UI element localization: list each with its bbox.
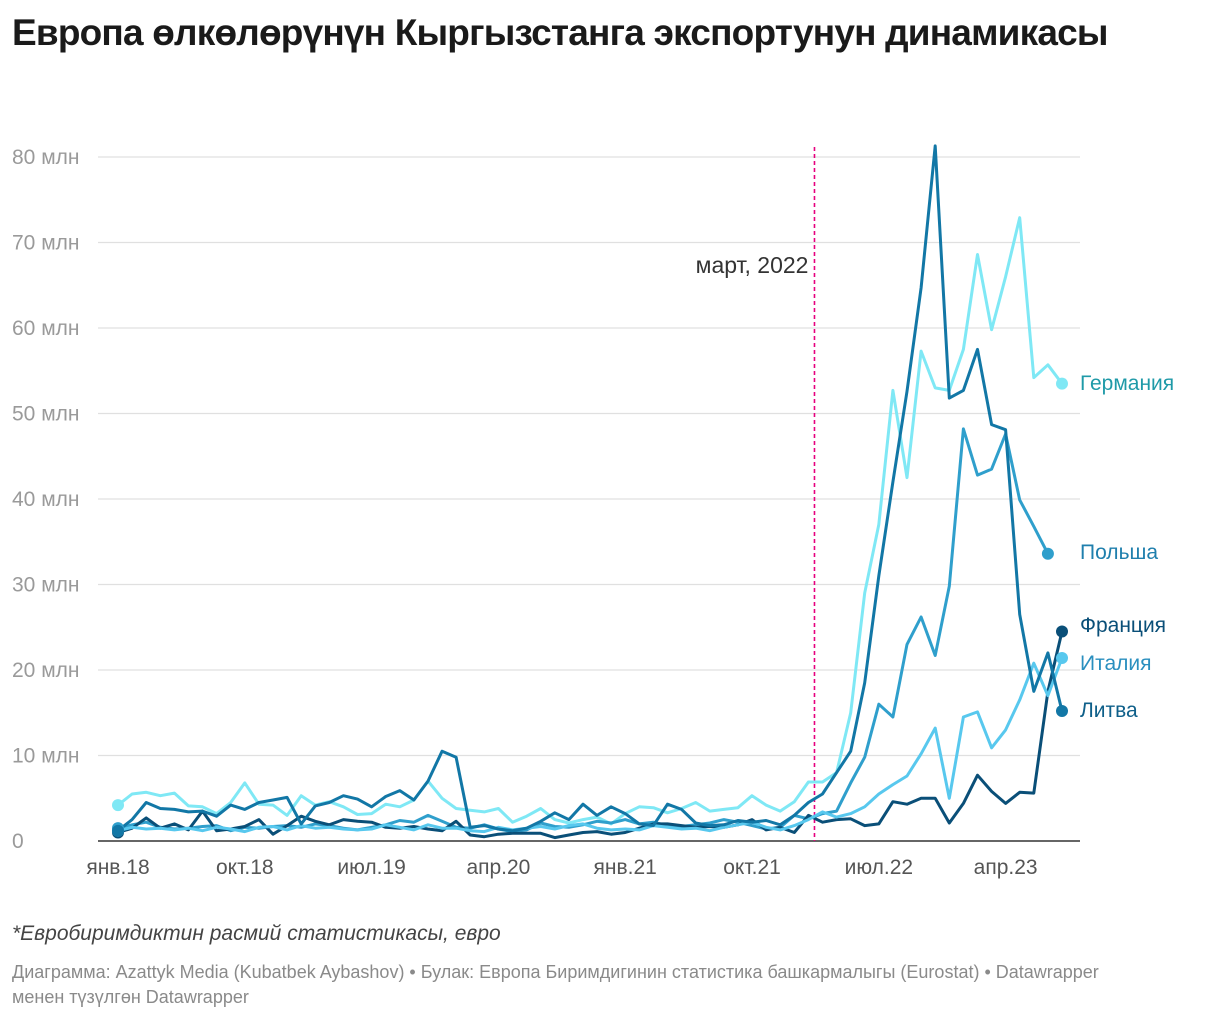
series-endpoints xyxy=(112,377,1068,839)
series-line xyxy=(116,216,1064,826)
gridlines xyxy=(98,156,1080,842)
y-tick-label: 30 млн xyxy=(12,574,79,597)
x-tick-label: июл.19 xyxy=(337,856,405,879)
series-line xyxy=(116,656,1064,834)
x-tick-label: окт.21 xyxy=(723,856,781,879)
series-label: Польша xyxy=(1080,541,1158,564)
y-tick-label: 10 млн xyxy=(12,745,79,768)
series-end-dot xyxy=(1041,547,1054,560)
series-labels: Германия Польша Франция Италия Литва xyxy=(1080,372,1174,722)
y-tick-label: 0 xyxy=(12,830,24,853)
x-tick-label: июл.22 xyxy=(845,856,913,879)
y-axis: 0 10 млн 20 млн 30 млн 40 млн 50 млн 60 млн 70 … xyxy=(12,146,79,853)
series-end-dot xyxy=(1056,377,1068,390)
annotation: март, 2022 xyxy=(696,147,816,841)
y-tick-label: 60 млн xyxy=(12,317,79,340)
y-tick-label: 50 млн xyxy=(12,403,79,426)
credit-line: Диаграмма: Azattyk Media (Kubatbek Aybas… xyxy=(12,962,1099,1007)
series-start-dot xyxy=(112,824,124,837)
series-end-dot xyxy=(1056,705,1068,718)
series-line xyxy=(116,144,1064,833)
series-line xyxy=(116,630,1064,840)
series-start-dot xyxy=(112,799,124,812)
chart-title: Европа өлкөлөрүнүн Кыргызстанга экспорту… xyxy=(12,12,1108,53)
x-tick-label: янв.21 xyxy=(594,856,657,879)
series-lines xyxy=(116,144,1064,840)
x-tick-label: окт.18 xyxy=(216,856,274,879)
y-tick-label: 70 млн xyxy=(12,232,79,255)
x-axis: янв.18 окт.18 июл.19 апр.20 янв.21 окт.21 июл.… xyxy=(86,856,1037,879)
series-label: Франция xyxy=(1080,614,1166,637)
series-label: Литва xyxy=(1080,699,1138,722)
series-label: Германия xyxy=(1080,372,1174,395)
y-tick-label: 80 млн xyxy=(12,146,79,169)
series-end-dot xyxy=(1056,652,1068,665)
annotation-label: март, 2022 xyxy=(696,252,809,278)
y-tick-label: 40 млн xyxy=(12,488,79,511)
line-chart: 0 10 млн 20 млн 30 млн 40 млн 50 млн 60 млн 70 … xyxy=(12,144,1174,879)
x-tick-label: апр.20 xyxy=(466,856,530,879)
source-note: *Евробиримдиктин расмий статистикасы, ев… xyxy=(12,922,501,945)
x-tick-label: апр.23 xyxy=(974,856,1038,879)
x-tick-label: янв.18 xyxy=(86,856,149,879)
y-tick-label: 20 млн xyxy=(12,659,79,682)
series-label: Италия xyxy=(1080,652,1152,675)
series-end-dot xyxy=(1056,625,1068,638)
